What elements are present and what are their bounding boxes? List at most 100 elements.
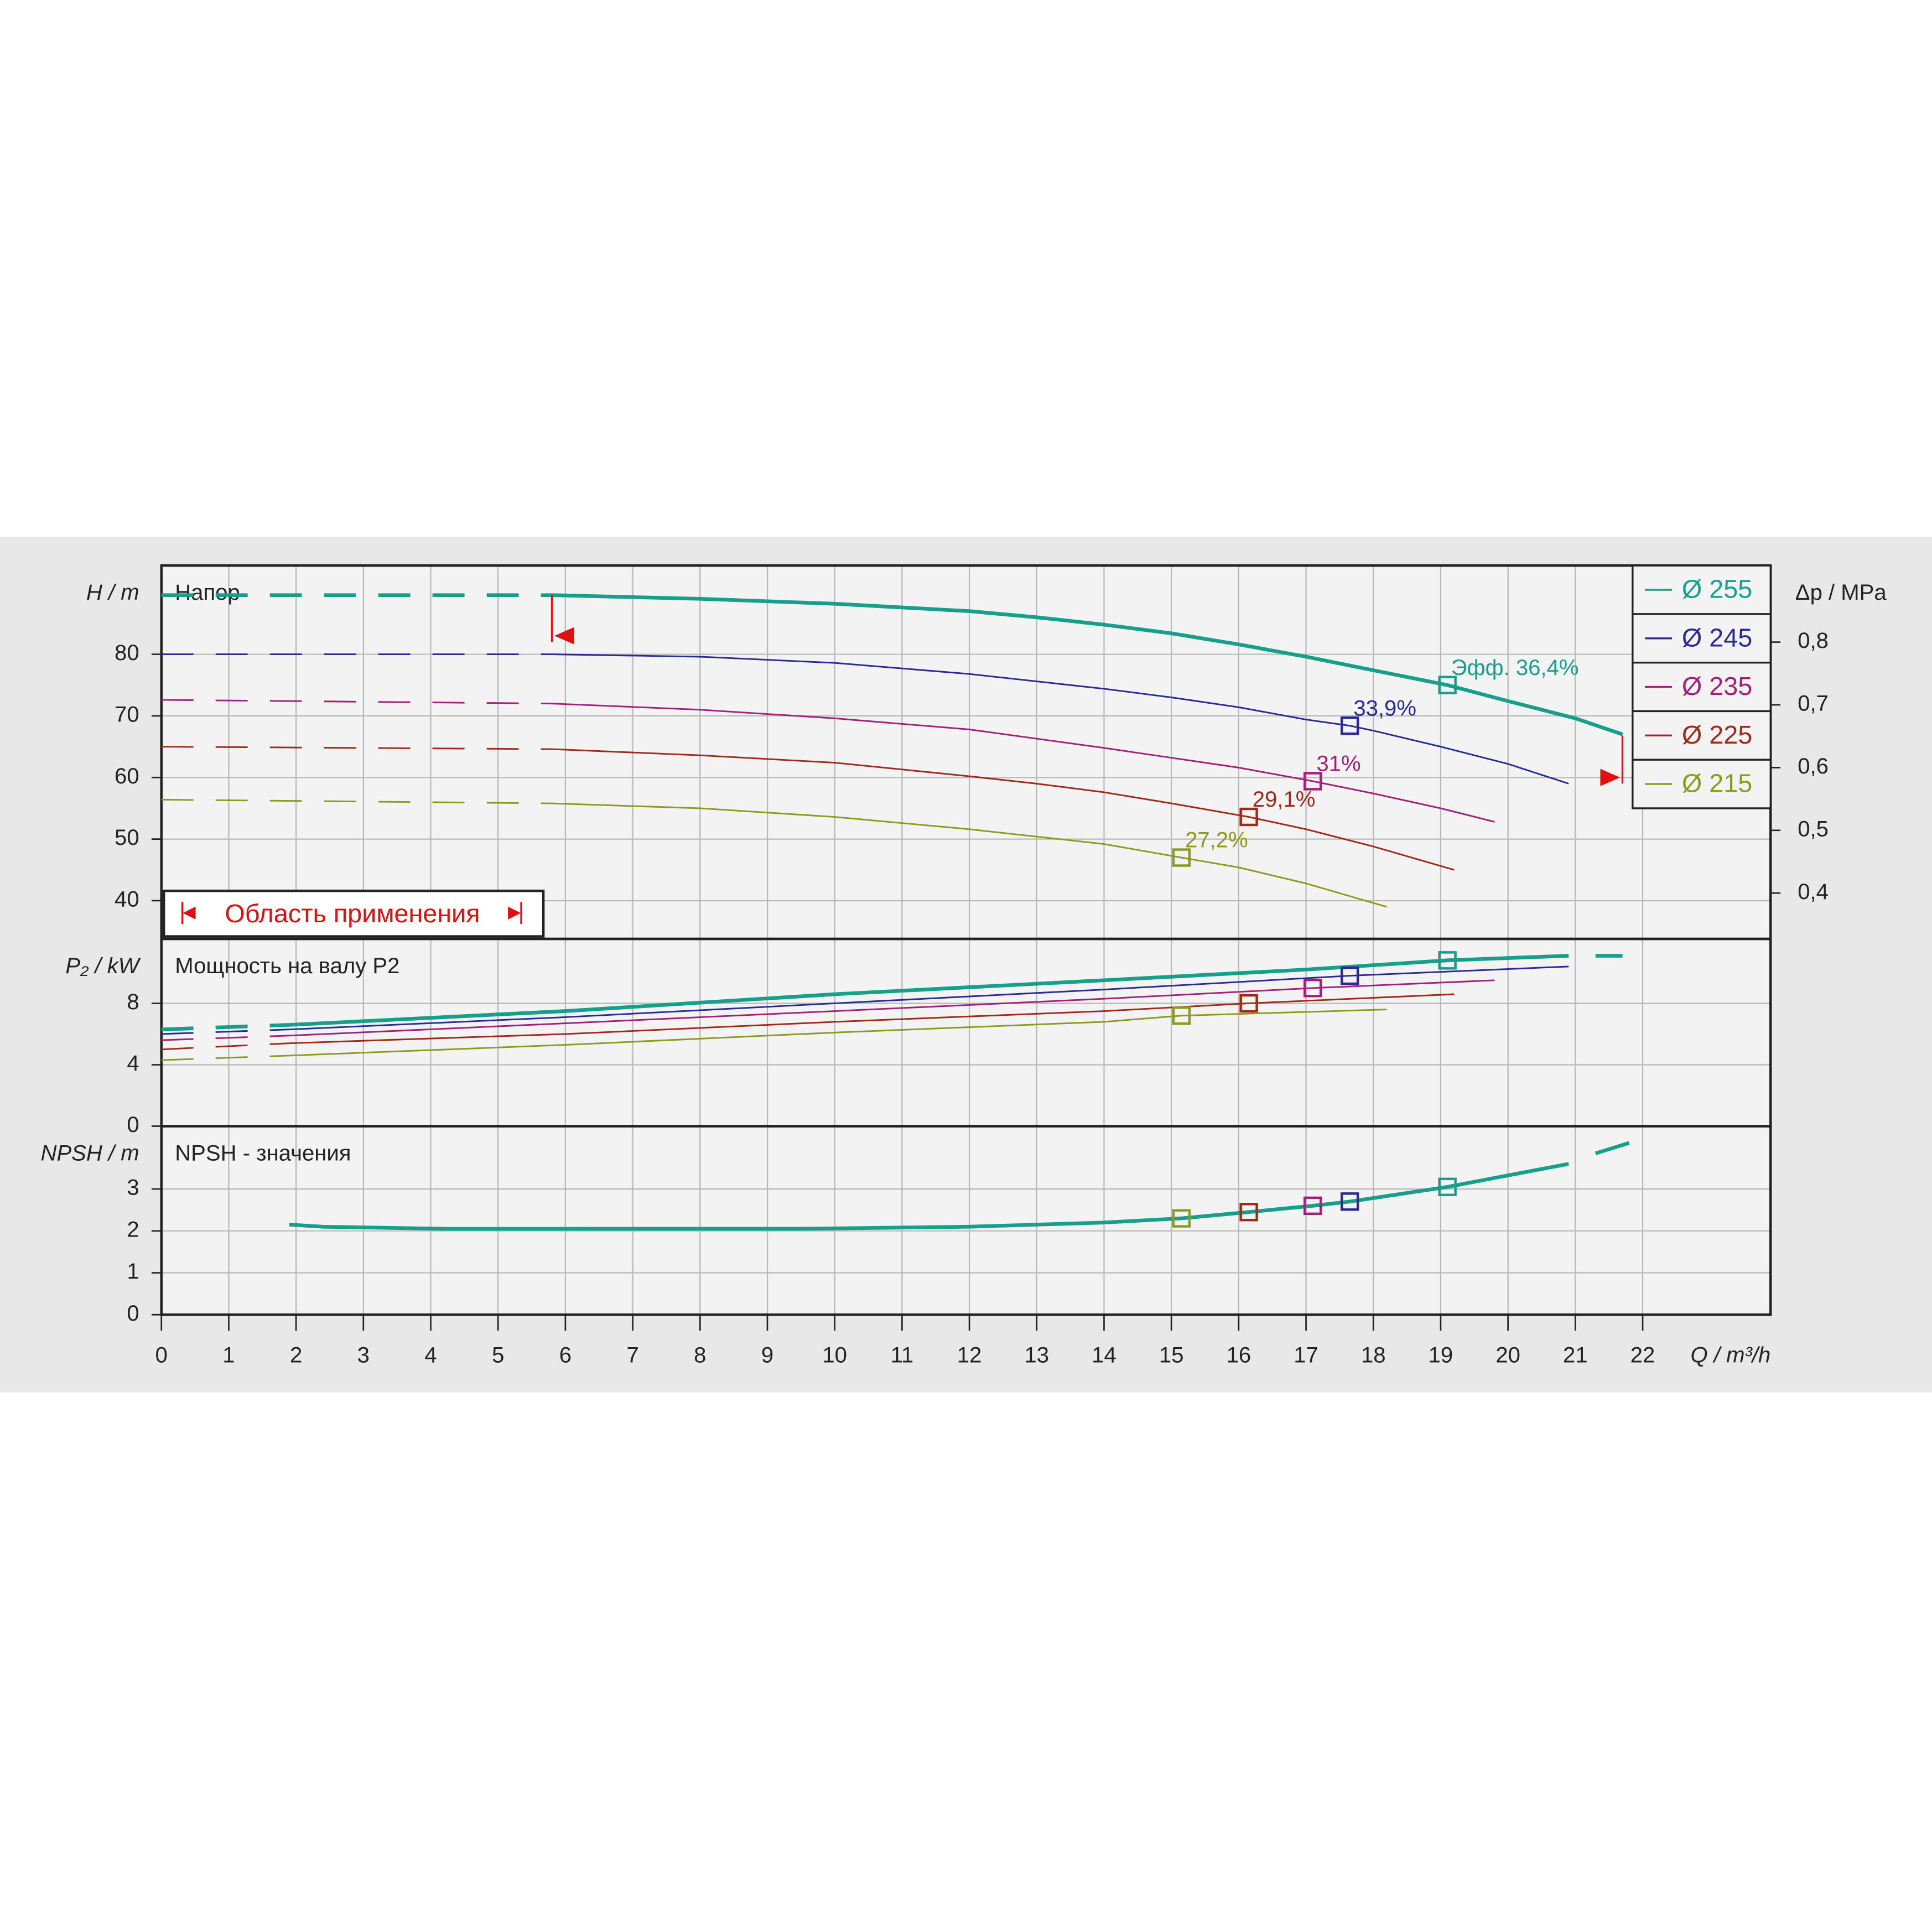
series-line [161,1023,290,1032]
x-tick-label: 15 [1159,1343,1184,1368]
x-axis-label: Q / m³/h [1691,1343,1771,1368]
y-tick-label: 60 [115,764,139,788]
duty-point [1438,1177,1457,1197]
x-tick-label: 22 [1630,1343,1655,1368]
legend-label: Ø 215 [1682,769,1752,798]
x-tick-label: 1 [222,1343,235,1368]
y-tick-label: 50 [115,825,139,850]
range-box [162,889,545,938]
y-tick-label: 80 [115,641,139,665]
range-box-arrow [508,902,522,925]
y-axis-label: H / m [86,580,139,605]
panel-frame [160,1125,1772,1316]
y-axis-label: P₂ / kW [65,954,141,978]
x-tick-label: 6 [559,1343,572,1368]
panel-label: NPSH - значения [175,1141,351,1165]
duty-point [1239,807,1258,827]
legend-label: Ø 225 [1682,720,1752,749]
efficiency-label: 33,9% [1353,696,1416,720]
y-tick-label: 8 [127,990,139,1014]
x-tick-label: 0 [155,1343,168,1368]
series-line [289,1009,1387,1057]
y-tick-label: 4 [127,1051,139,1076]
efficiency-label: 27,2% [1185,828,1248,853]
panel-label: Напор [175,580,240,605]
range-arrow [1600,768,1621,786]
x-tick-label: 12 [957,1343,982,1368]
y-tick-label: 0 [127,1113,139,1137]
duty-point [1239,1203,1258,1222]
legend-label: Ø 235 [1682,672,1752,700]
x-tick-label: 5 [492,1343,504,1368]
x-tick-label: 10 [822,1343,847,1368]
series-line [552,653,1569,785]
duty-point [1340,1192,1359,1211]
series-line [289,954,1623,1027]
x-tick-label: 8 [694,1343,706,1368]
series-line [161,1042,289,1051]
x-tick-label: 20 [1495,1343,1520,1368]
series-line [161,1029,289,1035]
series-line [289,993,1455,1045]
x-tick-label: 9 [761,1343,773,1368]
x-tick-label: 16 [1227,1343,1251,1368]
y-axis-label: NPSH / m [41,1141,139,1165]
efficiency-label: 31% [1316,752,1360,776]
y2-tick-label: 0,7 [1798,692,1829,716]
y-tick-label: 1 [127,1259,139,1284]
duty-point [1303,979,1322,998]
y-tick-label: 2 [127,1217,139,1242]
y2-tick-label: 0,6 [1798,754,1829,778]
x-tick-label: 18 [1361,1343,1386,1368]
series-line [552,703,1495,823]
x-tick-label: 17 [1294,1343,1318,1368]
duty-point [1438,676,1457,694]
series-line [289,1141,1630,1231]
x-tick-label: 2 [290,1343,302,1368]
series-line [161,699,552,705]
series-line [161,1055,289,1061]
series-line [289,979,1495,1037]
series-line [552,593,1623,736]
series-line [161,746,552,750]
range-box-arrow [181,902,196,925]
duty-point [1172,1209,1191,1228]
x-tick-label: 11 [891,1343,914,1368]
x-tick-label: 19 [1429,1343,1453,1368]
y-tick-label: 3 [127,1176,139,1200]
range-label: Область применения [225,899,480,928]
y2-tick-label: 0,5 [1798,817,1829,841]
x-tick-label: 21 [1563,1343,1588,1368]
series-line [161,1035,289,1041]
y-tick-label: 70 [115,703,139,727]
duty-point [1172,1006,1191,1025]
series-line [552,802,1387,908]
panel-label: Мощность на валу P2 [175,954,399,978]
x-tick-label: 14 [1092,1343,1116,1368]
duty-point [1340,966,1359,985]
efficiency-label: Эфф. 36,4% [1451,656,1579,680]
x-tick-label: 4 [424,1343,437,1368]
y-tick-label: 40 [115,887,139,912]
efficiency-label: 29,1% [1253,787,1316,812]
series-line [161,798,552,804]
duty-point [1172,848,1191,867]
legend-label: Ø 255 [1682,575,1752,604]
x-tick-label: 13 [1024,1343,1049,1368]
legend-label: Ø 245 [1682,623,1752,652]
duty-point [1303,772,1322,791]
y2-tick-label: 0,8 [1798,629,1829,653]
y2-tick-label: 0,4 [1798,880,1829,904]
duty-point [1340,716,1359,735]
series-line [552,748,1455,871]
x-tick-label: 3 [357,1343,370,1368]
range-arrow [554,627,574,645]
y-tick-label: 0 [127,1301,139,1326]
series-line [289,965,1569,1031]
x-tick-label: 7 [626,1343,638,1368]
y2-axis-label: Δp / MPa [1795,580,1887,605]
duty-point [1303,1196,1322,1216]
duty-point [1438,951,1457,970]
duty-point [1239,994,1258,1013]
